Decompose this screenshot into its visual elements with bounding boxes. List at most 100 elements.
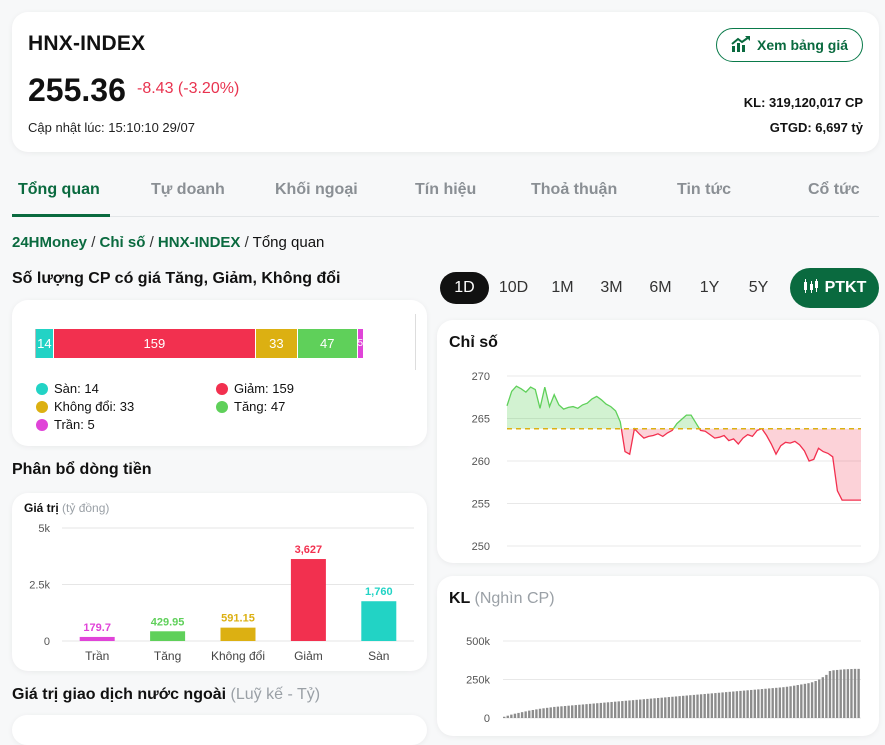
volume-bar	[703, 693, 706, 718]
volume-bar	[617, 701, 620, 718]
volume-bar	[639, 699, 642, 718]
breadth-seg-ceiling: 5	[358, 329, 364, 358]
tab-signals[interactable]: Tín hiệu	[415, 181, 477, 198]
legend-advance: Tăng: 47	[216, 399, 285, 414]
volume-bar	[850, 669, 853, 718]
index-chart-card: Chỉ số 250 255 260 265 270	[437, 320, 879, 563]
volume-bar	[567, 705, 570, 718]
ptkt-label: PTKT	[824, 279, 867, 296]
period-3m[interactable]: 3M	[600, 279, 623, 296]
volume-bar	[664, 697, 667, 718]
price-board-button[interactable]: Xem bảng giá	[716, 28, 863, 62]
volume-bar	[535, 709, 538, 718]
breadcrumb-index[interactable]: HNX-INDEX	[157, 234, 241, 251]
volume-bar	[792, 685, 796, 718]
volume-bar	[682, 695, 685, 718]
period-1d[interactable]: 1D	[440, 272, 489, 304]
y-tick-label: 255	[472, 499, 490, 511]
volume-bar	[503, 716, 506, 718]
period-6m[interactable]: 6M	[649, 279, 672, 296]
tab-overview[interactable]: Tổng quan	[18, 181, 100, 198]
period-10d[interactable]: 10D	[498, 279, 529, 296]
y-tick-label: 5k	[38, 523, 50, 535]
y-tick-label: 260	[472, 456, 490, 468]
volume-chart-title: KL (Nghìn CP)	[449, 590, 555, 608]
flow-bar	[290, 559, 326, 641]
volume-bar	[581, 704, 585, 718]
volume-bar	[599, 702, 603, 718]
volume-bar	[835, 669, 839, 718]
index-value: 255.36	[28, 72, 126, 108]
volume-bar	[739, 690, 742, 718]
volume-bar	[563, 705, 567, 718]
flow-value-label: 3,627	[295, 544, 323, 556]
volume-bar	[818, 679, 821, 718]
flow-axis-label: Giá trị	[24, 501, 59, 515]
foreign-title-text: Giá trị giao dịch nước ngoài	[12, 686, 227, 703]
breadth-card: 14 159 33 47 5 Sàn: 14 Giảm: 159 Không đ…	[12, 300, 427, 446]
period-1y[interactable]: 1Y	[699, 279, 720, 296]
volume-bar	[571, 705, 574, 718]
breadth-seg-unchanged: 33	[255, 329, 298, 358]
y-tick-label: 500k	[466, 636, 490, 648]
volume-bar	[517, 712, 520, 718]
volume-bar	[735, 691, 739, 718]
breadcrumb-home[interactable]: 24HMoney	[12, 234, 88, 251]
volume-bar	[714, 693, 717, 718]
volume-bar	[574, 705, 577, 718]
breadcrumb-separator: /	[149, 234, 154, 251]
tab-proprietary[interactable]: Tự doanh	[151, 181, 225, 198]
flow-bar	[150, 631, 186, 641]
index-chart: 250 255 260 265 270	[472, 371, 861, 553]
breadcrumb: 24HMoney / Chỉ số / HNX-INDEX / Tổng qua…	[12, 234, 324, 251]
breadcrumb-current: Tổng quan	[252, 234, 325, 251]
period-5y[interactable]: 5Y	[748, 279, 769, 296]
legend-label: Không đổi: 33	[54, 399, 135, 414]
volume-bar	[750, 689, 753, 718]
flow-category-label: Tăng	[154, 649, 181, 663]
tab-news[interactable]: Tin tức	[677, 181, 731, 198]
volume-chart-card: KL (Nghìn CP) 0 250k 500k	[437, 576, 879, 736]
flow-card: Giá trị (tỷ đồng) 0 2.5k 5k 179.7 Trần 429.95…	[12, 493, 427, 671]
volume-bar	[542, 708, 545, 718]
volume-bar	[621, 701, 624, 718]
tab-foreign[interactable]: Khối ngoại	[275, 181, 358, 198]
breadcrumb-separator: /	[244, 234, 249, 251]
volume-bar	[660, 697, 663, 718]
index-line-above	[506, 385, 763, 429]
period-1m[interactable]: 1M	[551, 279, 574, 296]
volume-bar	[843, 669, 846, 718]
volume-bar	[814, 681, 817, 718]
volume-bar	[821, 677, 824, 718]
breadth-gridline	[415, 314, 416, 370]
volume-bar	[721, 692, 724, 718]
tab-negotiated[interactable]: Thoả thuận	[531, 181, 618, 198]
y-tick-label: 2.5k	[29, 580, 50, 592]
breadcrumb-separator: /	[91, 234, 96, 251]
volume-bar	[678, 696, 681, 718]
volume-bar	[825, 674, 828, 718]
volume-bar	[667, 697, 671, 718]
volume-bar	[603, 702, 606, 718]
technical-analysis-button[interactable]: PTKT	[790, 268, 879, 308]
flow-bar	[220, 627, 256, 641]
foreign-title: Giá trị giao dịch nước ngoài (Luỹ kế - T…	[12, 686, 320, 704]
flow-category-label: Trần	[85, 649, 109, 663]
foreign-subtitle: (Luỹ kế - Tỷ)	[230, 686, 321, 703]
flow-category-label: Sàn	[368, 649, 389, 663]
tab-dividends[interactable]: Cổ tức	[808, 181, 860, 198]
index-area-below	[507, 428, 861, 501]
legend-decline: Giảm: 159	[216, 381, 294, 396]
total-volume: KL: 319,120,017 CP	[743, 95, 863, 110]
legend-label: Sàn: 14	[54, 381, 99, 396]
volume-bar	[728, 691, 731, 718]
volume-bar	[653, 698, 656, 718]
volume-bar	[553, 706, 556, 718]
legend-label: Giảm: 159	[234, 381, 294, 396]
volume-bar	[785, 686, 789, 718]
volume-bar	[656, 697, 660, 718]
breadth-stacked-bar: 14 159 33 47 5	[36, 329, 364, 358]
volume-bar	[649, 698, 653, 718]
update-time: Cập nhật lúc: 15:10:10 29/07	[28, 120, 195, 135]
breadcrumb-indices[interactable]: Chỉ số	[99, 234, 146, 251]
